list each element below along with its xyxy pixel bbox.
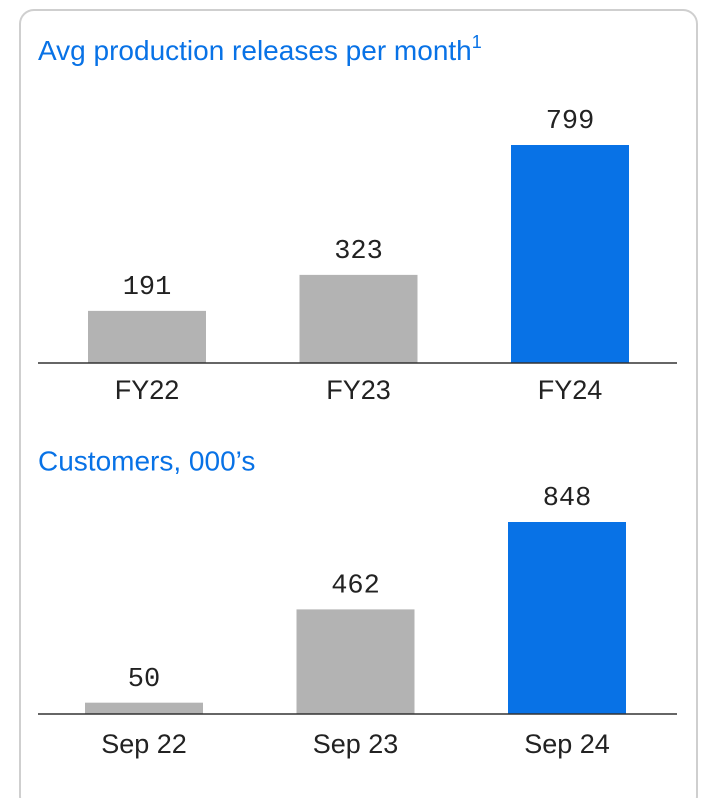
title-text: Avg production releases per month [38,35,472,66]
value-label: 848 [543,484,592,514]
value-label: 323 [334,237,383,267]
chart-title: Customers, 000’s [38,445,255,476]
value-label: 50 [128,665,160,695]
chart-title: Avg production releases per month1 [38,32,482,67]
value-label: 462 [331,572,380,602]
x-tick-label: FY23 [326,375,391,405]
x-tick-label: FY22 [115,375,180,405]
x-tick-label: FY24 [538,375,603,405]
x-tick-label: Sep 23 [313,729,399,759]
bar [299,274,418,363]
bar [296,609,415,714]
value-label: 191 [123,273,172,303]
bar [85,702,203,714]
bar [511,145,629,363]
x-tick-label: Sep 24 [524,729,610,759]
bar [508,522,626,714]
x-tick-label: Sep 22 [101,729,187,759]
footnote-marker: 1 [472,32,482,52]
value-label: 799 [546,107,595,137]
bar [88,310,206,363]
